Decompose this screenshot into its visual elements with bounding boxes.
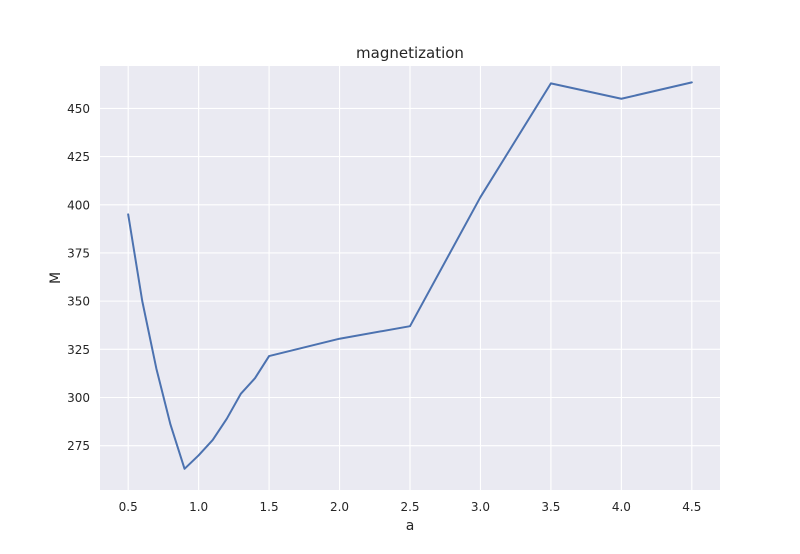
x-tick-label: 2.5 bbox=[400, 500, 419, 514]
x-tick-label: 1.0 bbox=[189, 500, 208, 514]
x-tick-label: 3.0 bbox=[471, 500, 490, 514]
y-tick-label: 400 bbox=[67, 198, 90, 212]
x-tick-label: 4.5 bbox=[682, 500, 701, 514]
grid-lines bbox=[100, 66, 720, 490]
y-tick-label: 275 bbox=[67, 439, 90, 453]
series-line bbox=[127, 81, 693, 470]
x-tick-label: 4.0 bbox=[612, 500, 631, 514]
x-axis-label: a bbox=[406, 518, 415, 534]
x-tick-label: 1.5 bbox=[260, 500, 279, 514]
y-tick-label: 325 bbox=[67, 343, 90, 357]
x-tick-label: 2.0 bbox=[330, 500, 349, 514]
y-tick-label: 350 bbox=[67, 295, 90, 309]
y-tick-labels: 275 300 325 350 375 400 425 450 bbox=[67, 102, 90, 453]
y-tick-label: 300 bbox=[67, 391, 90, 405]
series-layer bbox=[127, 81, 693, 470]
y-axis-label: M bbox=[48, 272, 64, 284]
x-tick-label: 3.5 bbox=[541, 500, 560, 514]
y-tick-label: 425 bbox=[67, 150, 90, 164]
x-tick-label: 0.5 bbox=[119, 500, 138, 514]
y-tick-label: 375 bbox=[67, 246, 90, 260]
chart-title: magnetization bbox=[356, 44, 464, 62]
y-tick-label: 450 bbox=[67, 102, 90, 116]
x-tick-labels: 0.5 1.0 1.5 2.0 2.5 3.0 3.5 4.0 4.5 bbox=[119, 500, 702, 514]
